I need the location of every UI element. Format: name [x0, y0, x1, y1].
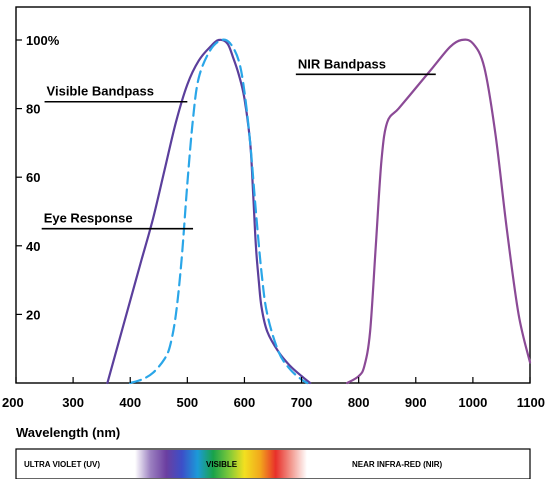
series-line-eye-response	[129, 38, 309, 385]
callout-label-nir-bandpass: NIR Bandpass	[298, 56, 386, 71]
nir-region-label: NEAR INFRA-RED (NIR)	[352, 460, 443, 469]
x-tick-label-900: 900	[405, 395, 427, 410]
uv-region-label: ULTRA VIOLET (UV)	[24, 460, 100, 469]
series-layer	[106, 38, 532, 385]
y-tick-label-60: 60	[26, 170, 40, 185]
x-tick-label-200: 200	[2, 395, 24, 410]
x-axis-ticks: 200 300 400 500 600 700 800 900 1000 1100	[2, 377, 545, 410]
x-axis-title: Wavelength (nm)	[16, 425, 120, 440]
y-axis-ticks: 100% 80 60 40 20	[16, 33, 60, 322]
y-tick-label-100: 100%	[26, 33, 60, 48]
plot-frame	[15, 6, 531, 384]
y-tick-label-80: 80	[26, 102, 40, 117]
callout-label-visible-bandpass: Visible Bandpass	[47, 84, 154, 99]
series-line-visible-bandpass	[106, 38, 312, 385]
x-tick-label-700: 700	[291, 395, 313, 410]
series-line-nir-bandpass	[346, 38, 532, 385]
x-tick-label-800: 800	[348, 395, 370, 410]
spectrum-gradient	[135, 450, 307, 478]
callout-label-eye-response: Eye Response	[44, 211, 133, 226]
y-tick-label-40: 40	[26, 239, 40, 254]
x-tick-label-400: 400	[119, 395, 141, 410]
annotation-layer: Visible Bandpass Eye Response NIR Bandpass	[41, 56, 436, 230]
y-tick-label-20: 20	[26, 307, 40, 322]
spectrum-bar: ULTRA VIOLET (UV) VISIBLE NEAR INFRA-RED…	[15, 448, 531, 480]
x-tick-label-300: 300	[62, 395, 84, 410]
x-tick-label-500: 500	[176, 395, 198, 410]
visible-region-label: VISIBLE	[206, 460, 238, 469]
x-tick-label-1000: 1000	[458, 395, 487, 410]
x-tick-label-600: 600	[234, 395, 256, 410]
x-tick-label-1100: 1100	[517, 395, 545, 410]
